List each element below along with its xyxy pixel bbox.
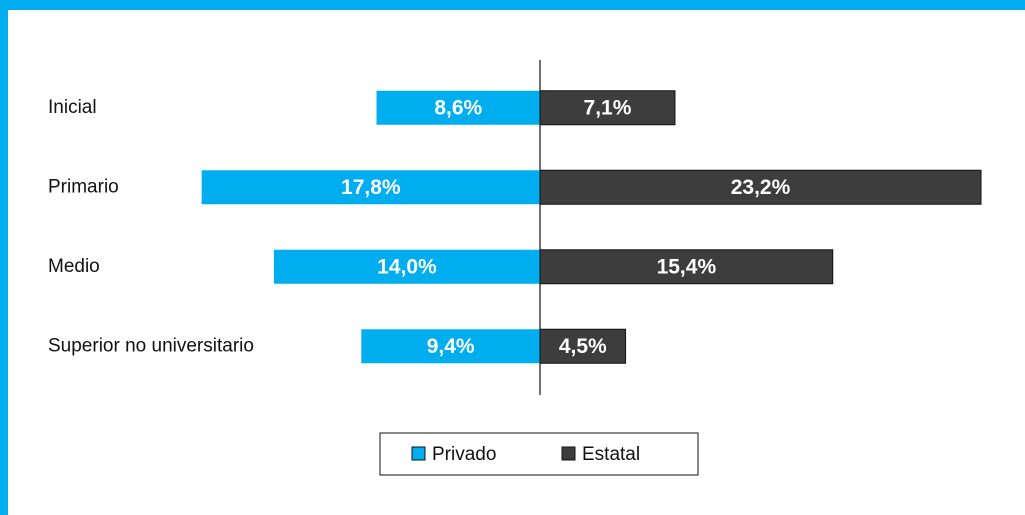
category-label: Inicial [48,97,97,118]
frame-left [0,0,8,515]
frame-top [0,0,1025,10]
bar [539,328,627,364]
value-label: 15,4% [657,255,717,278]
value-label: 7,1% [584,96,632,119]
value-label: 23,2% [731,176,791,199]
value-label: 8,6% [434,96,482,119]
bar [539,90,676,126]
value-label: 9,4% [427,335,475,358]
bar [273,249,540,284]
bar [539,249,834,285]
value-label: 17,8% [341,176,401,199]
legend-label: Estatal [582,444,640,465]
legend-swatch [561,446,576,461]
value-label: 14,0% [377,255,437,278]
legend-swatch [411,446,426,461]
category-label: Medio [48,256,100,277]
legend-box [379,432,699,476]
bar [376,90,540,125]
legend-label: Privado [432,444,496,465]
value-label: 4,5% [559,335,607,358]
category-label: Superior no universitario [48,335,254,356]
bar [539,169,982,205]
category-label: Primario [48,176,119,197]
bar [201,170,540,205]
bar [361,329,540,364]
